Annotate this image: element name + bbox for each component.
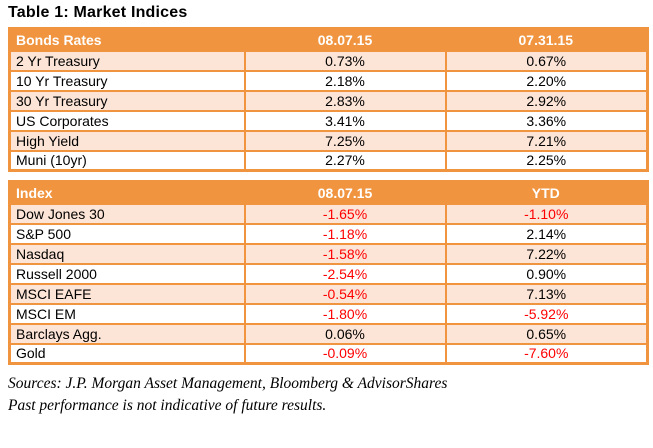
row-value: -0.09% [243, 342, 447, 365]
row-label: High Yield [8, 129, 246, 152]
table-row: 2 Yr Treasury 0.73% 0.67% [8, 49, 649, 72]
page: Table 1: Market Indices Bonds Rates 08.0… [8, 4, 649, 417]
row-value: 0.67% [444, 49, 649, 72]
row-value: 7.25% [243, 129, 447, 152]
table-row: High Yield 7.25% 7.21% [8, 129, 649, 152]
sources-line: Sources: J.P. Morgan Asset Management, B… [8, 375, 448, 392]
row-value: -5.92% [444, 302, 649, 325]
row-value: -1.18% [243, 222, 447, 245]
bonds-header-label: Bonds Rates [9, 28, 245, 51]
row-value: -1.58% [243, 242, 447, 265]
row-value: 0.06% [243, 322, 447, 345]
row-value: 3.36% [444, 109, 649, 132]
bonds-header-date-2: 07.31.15 [445, 28, 648, 51]
table-row: Muni (10yr) 2.27% 2.25% [8, 149, 649, 172]
index-table: Index 08.07.15 YTD Dow Jones 30 -1.65% -1.… [8, 180, 649, 365]
row-value: 2.83% [243, 89, 447, 112]
row-label: Dow Jones 30 [8, 202, 246, 225]
row-value: 2.27% [243, 149, 447, 172]
bonds-rates-body: 2 Yr Treasury 0.73% 0.67% 10 Yr Treasury 2.1… [8, 49, 649, 172]
row-value: -2.54% [243, 262, 447, 285]
row-value: -7.60% [444, 342, 649, 365]
row-value: -1.80% [243, 302, 447, 325]
index-header-date: 08.07.15 [244, 181, 446, 204]
footer: Sources: J.P. Morgan Asset Management, B… [8, 373, 646, 417]
table-row: Dow Jones 30 -1.65% -1.10% [8, 202, 649, 225]
page-title: Table 1: Market Indices [8, 4, 188, 21]
table-row: 10 Yr Treasury 2.18% 2.20% [8, 69, 649, 92]
table-row: MSCI EAFE -0.54% 7.13% [8, 282, 649, 305]
row-label: S&P 500 [8, 222, 246, 245]
row-label: Muni (10yr) [8, 149, 246, 172]
row-value: 2.25% [444, 149, 649, 172]
row-label: MSCI EAFE [8, 282, 246, 305]
row-label: MSCI EM [8, 302, 246, 325]
disclaimer-line: Past performance is not indicative of fu… [8, 397, 327, 414]
index-header-ytd: YTD [445, 181, 648, 204]
row-value: -0.54% [243, 282, 447, 305]
bonds-header-date-1: 08.07.15 [244, 28, 446, 51]
table-row: US Corporates 3.41% 3.36% [8, 109, 649, 132]
table-row: S&P 500 -1.18% 2.14% [8, 222, 649, 245]
bonds-rates-table: Bonds Rates 08.07.15 07.31.15 2 Yr Treas… [8, 27, 649, 172]
bonds-header-row: Bonds Rates 08.07.15 07.31.15 [9, 28, 648, 51]
row-value: 2.14% [444, 222, 649, 245]
table-row: Gold -0.09% -7.60% [8, 342, 649, 365]
table-row: Russell 2000 -2.54% 0.90% [8, 262, 649, 285]
index-header-label: Index [9, 181, 245, 204]
row-value: 7.13% [444, 282, 649, 305]
row-value: -1.65% [243, 202, 447, 225]
row-value: 2.92% [444, 89, 649, 112]
row-label: Russell 2000 [8, 262, 246, 285]
row-label: Barclays Agg. [8, 322, 246, 345]
row-value: 3.41% [243, 109, 447, 132]
row-label: 2 Yr Treasury [8, 49, 246, 72]
index-header-row: Index 08.07.15 YTD [9, 181, 648, 204]
row-label: 10 Yr Treasury [8, 69, 246, 92]
table-row: 30 Yr Treasury 2.83% 2.92% [8, 89, 649, 112]
row-value: 7.22% [444, 242, 649, 265]
row-label: Gold [8, 342, 246, 365]
row-label: US Corporates [8, 109, 246, 132]
row-value: 7.21% [444, 129, 649, 152]
index-body: Dow Jones 30 -1.65% -1.10% S&P 500 -1.18% 2.1… [8, 202, 649, 365]
row-value: -1.10% [444, 202, 649, 225]
row-label: 30 Yr Treasury [8, 89, 246, 112]
table-row: Nasdaq -1.58% 7.22% [8, 242, 649, 265]
row-value: 0.90% [444, 262, 649, 285]
row-value: 0.73% [243, 49, 447, 72]
row-value: 2.20% [444, 69, 649, 92]
table-row: Barclays Agg. 0.06% 0.65% [8, 322, 649, 345]
row-value: 2.18% [243, 69, 447, 92]
row-label: Nasdaq [8, 242, 246, 265]
row-value: 0.65% [444, 322, 649, 345]
table-row: MSCI EM -1.80% -5.92% [8, 302, 649, 325]
